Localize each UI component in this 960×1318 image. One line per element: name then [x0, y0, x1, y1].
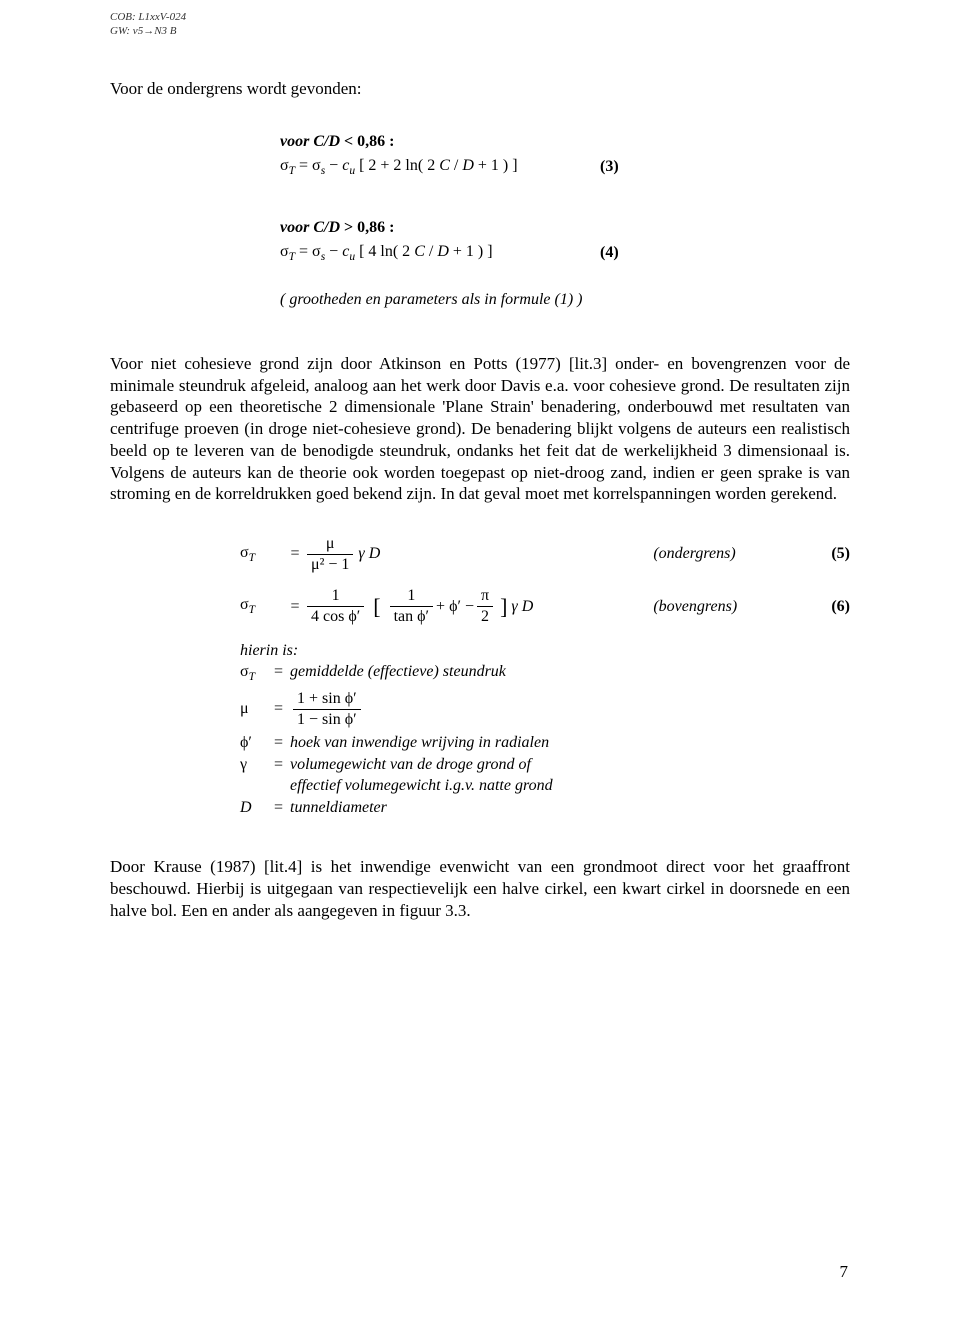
eq6-tail: γ D	[511, 598, 533, 616]
eq4-formula: σT = σs − cu [ 4 ln( 2 C / D + 1 ) ]	[280, 243, 493, 260]
intro-line: Voor de ondergrens wordt gevonden:	[110, 79, 850, 99]
eq5-annot: (ondergrens)	[653, 545, 803, 563]
def-gamma-sym: γ	[240, 754, 274, 797]
eq6-frac3: π 2	[477, 587, 493, 625]
eq4-op: > 0,86 :	[340, 219, 394, 236]
eq6-frac1: 1 4 cos ϕ′	[307, 587, 364, 625]
eq5-number: (5)	[831, 545, 850, 563]
header-line2: GW: v5→N3 B	[110, 25, 177, 37]
paragraph-1: Voor niet cohesieve grond zijn door Atki…	[110, 353, 850, 505]
equation-6-block: σT = 1 4 cos ϕ′ [ 1 tan ϕ′ + ϕ′ − π 2 ]	[240, 587, 850, 625]
eq3-op: < 0,86 :	[340, 133, 394, 150]
eq4-D: D	[328, 219, 340, 236]
eq4-number: (4)	[600, 244, 619, 261]
equation-4-block: voor C/D > 0,86 : σT = σs − cu [ 4 ln( 2…	[280, 219, 850, 263]
page: COB: L1xxV-024 GW: v5→N3 B Voor de onder…	[0, 0, 960, 1318]
equation-5-block: σT = μ μ² − 1 γ D (ondergrens) (5) σT = …	[240, 535, 850, 625]
def-gamma-1: volumegewicht van de droge grond of	[290, 756, 531, 773]
def-sigma: gemiddelde (effectieve) steundruk	[290, 661, 850, 686]
eq6-annot: (bovengrens)	[653, 598, 803, 616]
def-gamma-2: effectief volumegewicht i.g.v. natte gro…	[290, 777, 553, 794]
eq6-frac2: 1 tan ϕ′	[390, 587, 433, 625]
eq6-number: (6)	[831, 598, 850, 616]
page-number: 7	[840, 1262, 849, 1282]
grootheden-line: ( grootheden en parameters als in formul…	[280, 291, 850, 309]
eq3-cond-prefix: voor	[280, 133, 313, 150]
definitions-block: hierin is: σT = gemiddelde (effectieve) …	[240, 640, 850, 819]
def-mu-sym: μ	[240, 698, 274, 720]
def-mu-frac: 1 + sin ϕ′ 1 − sin ϕ′	[293, 690, 361, 728]
eq4-C: C	[313, 219, 324, 236]
eq5-fraction: μ μ² − 1	[307, 535, 353, 573]
def-D: tunneldiameter	[290, 797, 850, 819]
def-phi-sym: ϕ′	[240, 732, 274, 754]
eq6-open: [	[373, 594, 380, 620]
def-phi: hoek van inwendige wrijving in radialen	[290, 732, 850, 754]
paragraph-2: Door Krause (1987) [lit.4] is het inwend…	[110, 856, 850, 921]
header-line1: COB: L1xxV-024	[110, 11, 186, 23]
eq6-close: ]	[500, 594, 507, 620]
eq3-number: (3)	[600, 158, 619, 175]
eq3-C: C	[313, 133, 324, 150]
eq4-cond-prefix: voor	[280, 219, 313, 236]
eq5-tail: γ D	[358, 545, 380, 563]
eq6-mid: + ϕ′ −	[436, 598, 474, 616]
eq3-D: D	[328, 133, 340, 150]
defs-heading: hierin is:	[240, 640, 850, 662]
def-D-sym: D	[240, 797, 274, 819]
equation-3-block: voor C/D < 0,86 : σT = σs − cu [ 2 + 2 l…	[280, 133, 850, 177]
eq3-formula: σT = σs − cu [ 2 + 2 ln( 2 C / D + 1 ) ]	[280, 157, 518, 174]
header-codes: COB: L1xxV-024 GW: v5→N3 B	[110, 10, 850, 39]
